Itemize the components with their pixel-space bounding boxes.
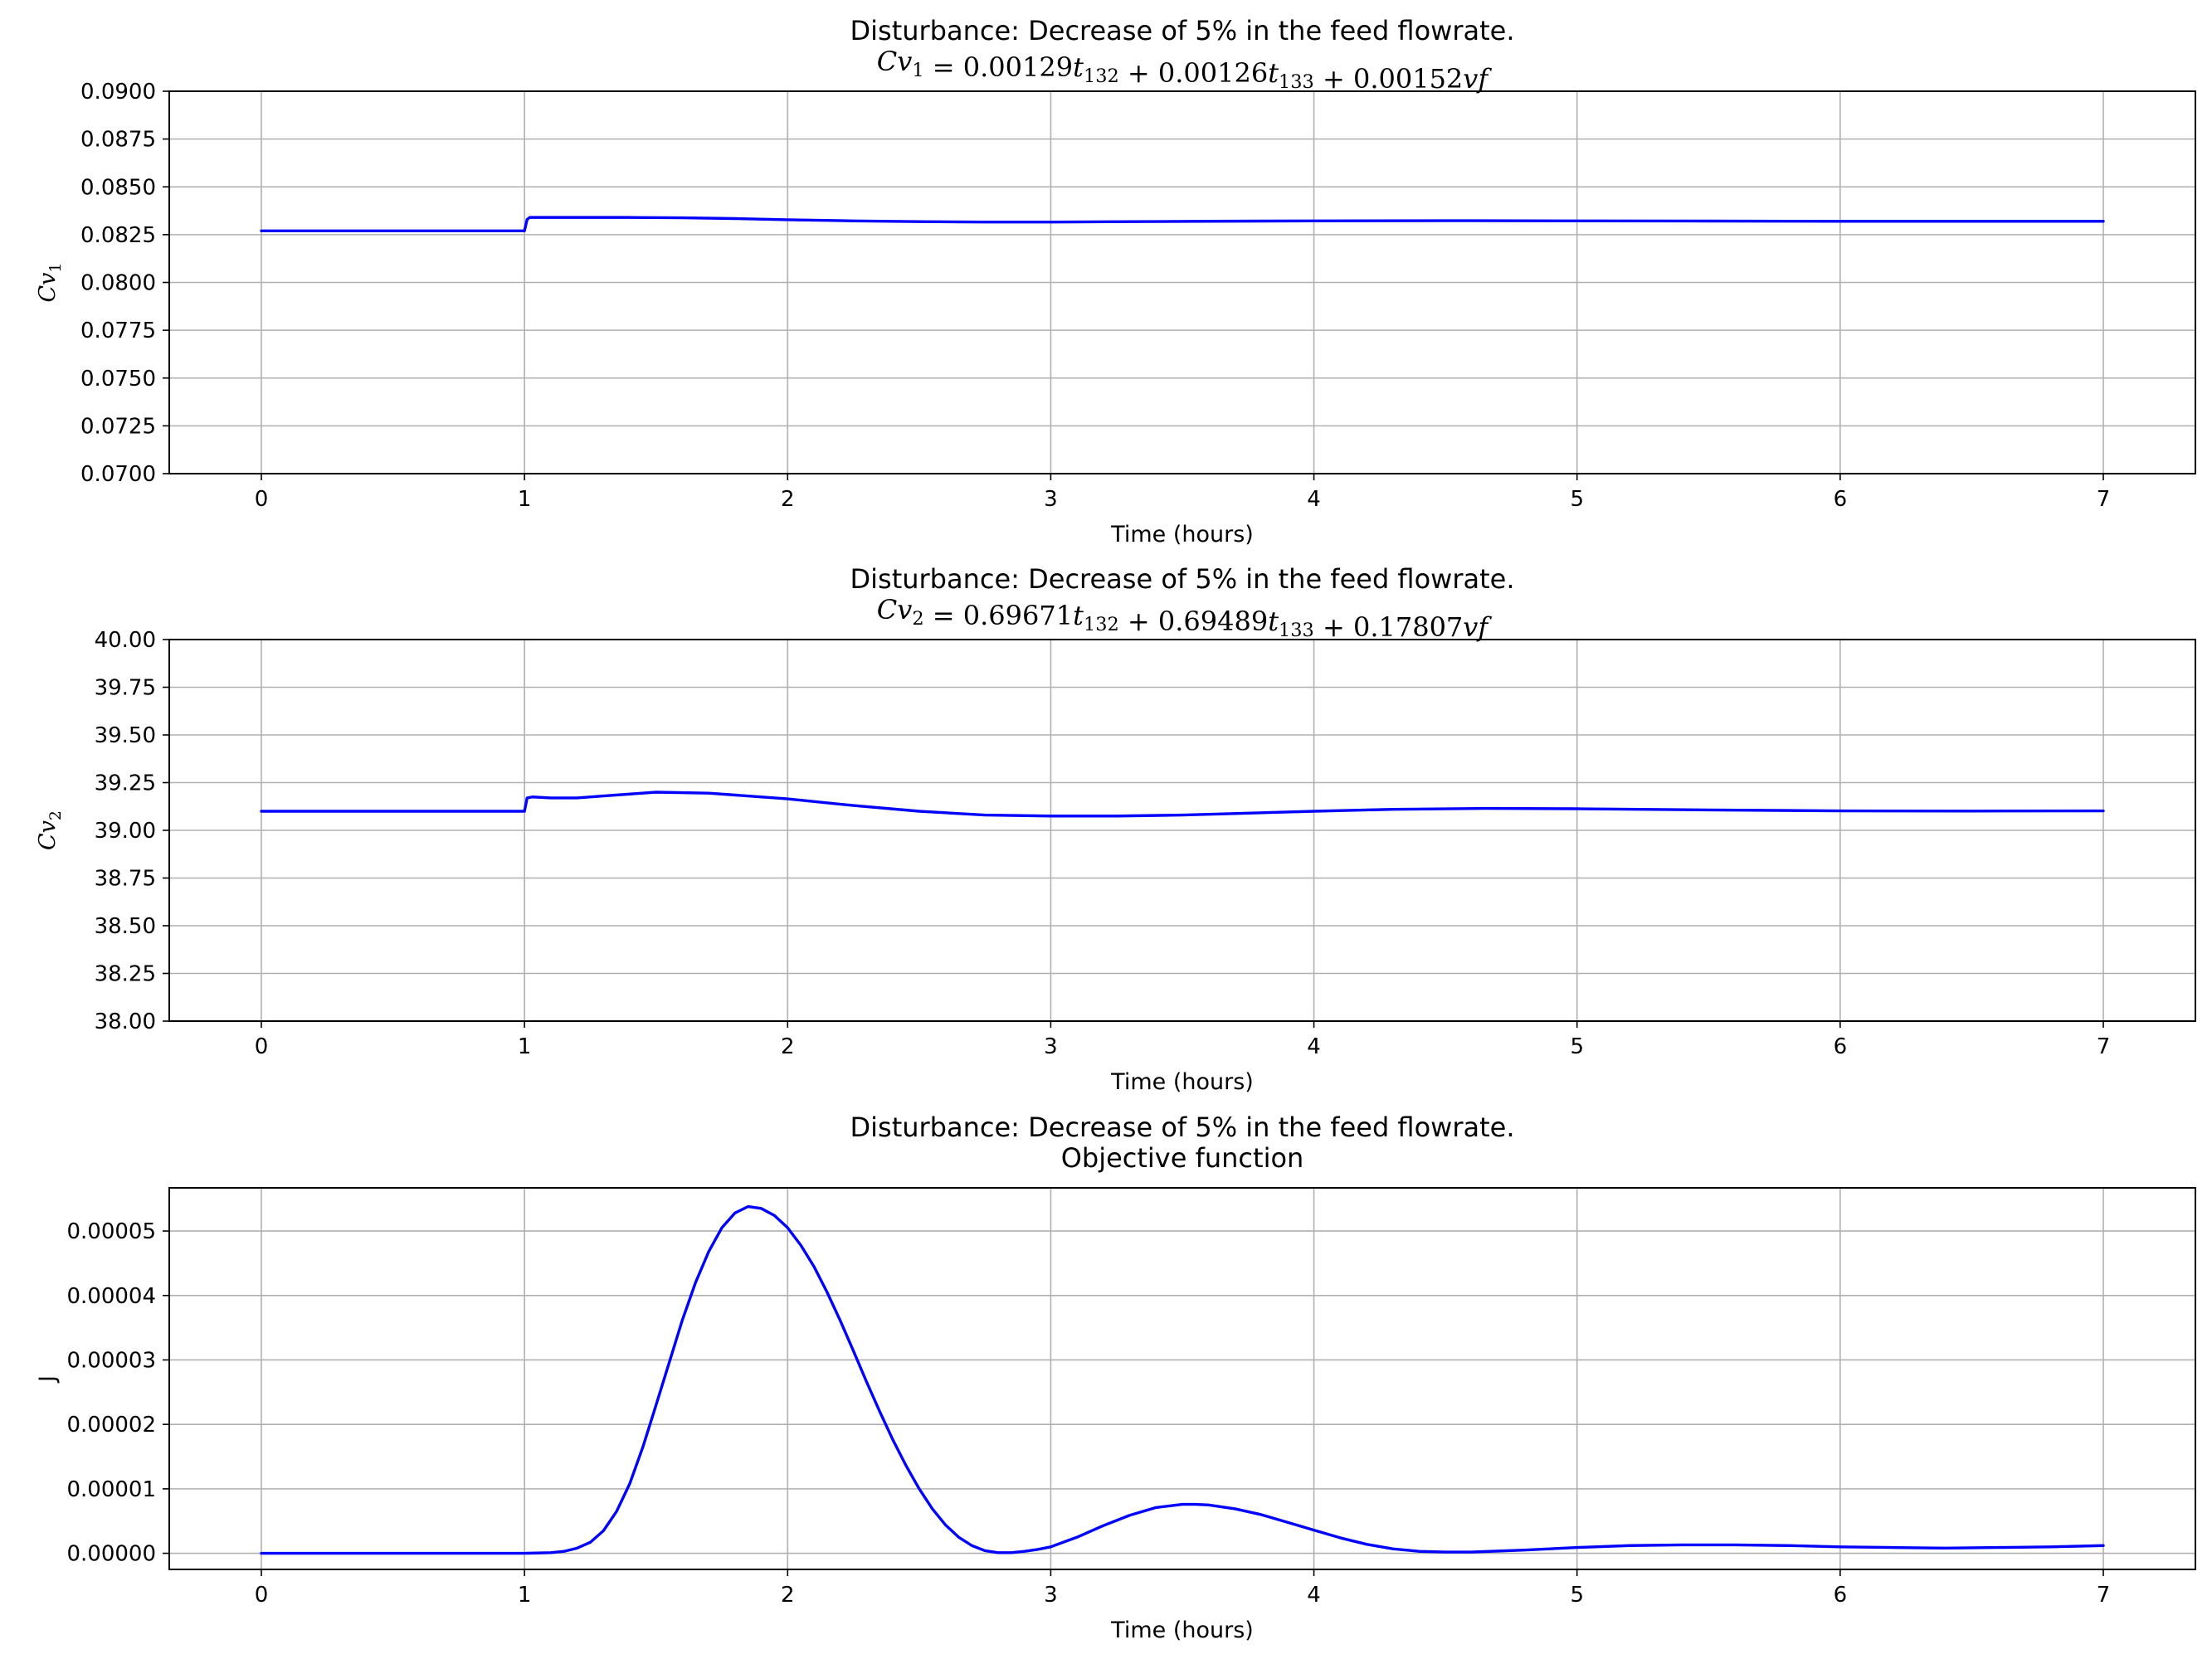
y-tick-label: 0.00005	[66, 1219, 156, 1244]
chart-subtitle: Objective function	[1061, 1142, 1304, 1174]
plot-frame	[168, 1187, 2196, 1570]
chart-title: Disturbance: Decrease of 5% in the feed …	[850, 1112, 1514, 1143]
y-tick-label: 0.0850	[80, 175, 156, 200]
x-tick-label: 5	[1570, 1583, 1584, 1608]
x-tick-label: 0	[255, 487, 269, 512]
x-tick-label: 1	[518, 487, 532, 512]
x-tick-label: 3	[1044, 1034, 1058, 1059]
y-tick-label: 0.0725	[80, 414, 156, 439]
x-tick-label: 1	[518, 1583, 532, 1608]
x-tick-label: 7	[2097, 1034, 2111, 1059]
x-tick-label: 5	[1570, 1034, 1584, 1059]
x-tick-label: 7	[2097, 1583, 2111, 1608]
y-tick-label: 0.0750	[80, 367, 156, 392]
series-line	[260, 1204, 2105, 1555]
y-tick-label: 39.50	[95, 723, 156, 748]
y-axis-label: J	[35, 1375, 61, 1384]
y-tick-label: 38.75	[95, 867, 156, 892]
series-line	[260, 216, 2105, 232]
chart-subtitle: Cv2 = 0.69671t132 + 0.69489t133 + 0.1780…	[877, 594, 1493, 643]
x-tick-label: 3	[1044, 1583, 1058, 1608]
x-tick-label: 4	[1307, 487, 1321, 512]
y-tick-label: 0.0875	[80, 128, 156, 153]
y-tick-label: 0.0800	[80, 271, 156, 296]
x-tick-label: 5	[1570, 487, 1584, 512]
x-tick-label: 0	[255, 1583, 269, 1608]
x-axis-label: Time (hours)	[1110, 1069, 1254, 1095]
y-axis-label: Cv1	[35, 263, 65, 303]
x-tick-label: 4	[1307, 1583, 1321, 1608]
y-tick-label: 0.0825	[80, 223, 156, 248]
x-tick-label: 6	[1834, 1583, 1848, 1608]
chart-subtitle: Cv1 = 0.00129t132 + 0.00126t133 + 0.0015…	[877, 46, 1493, 95]
y-tick-label: 38.25	[95, 962, 156, 987]
y-tick-label: 0.00003	[66, 1348, 156, 1373]
y-tick-label: 39.00	[95, 819, 156, 844]
x-tick-label: 2	[781, 1583, 795, 1608]
series-line	[260, 791, 2105, 818]
x-axis-label: Time (hours)	[1110, 1618, 1254, 1643]
y-tick-label: 0.00001	[66, 1477, 156, 1502]
y-axis-label: Cv2	[35, 810, 65, 850]
x-tick-label: 3	[1044, 487, 1058, 512]
x-tick-label: 7	[2097, 487, 2111, 512]
y-tick-label: 38.00	[95, 1010, 156, 1034]
x-axis-label: Time (hours)	[1110, 522, 1254, 547]
x-tick-label: 2	[781, 487, 795, 512]
chart-panel-1: 0 1 2 3 4 5 6 7 0.0700 0.0725 0.0750 0.0775 0.0800 0.…	[35, 15, 2196, 547]
y-tick-label: 0.0700	[80, 462, 156, 487]
y-tick-label: 0.00002	[66, 1413, 156, 1438]
y-tick-label: 0.0900	[80, 80, 156, 105]
x-tick-label: 6	[1834, 487, 1848, 512]
y-tick-label: 39.25	[95, 771, 156, 796]
x-tick-label: 0	[255, 1034, 269, 1059]
y-tick-label: 0.00004	[66, 1284, 156, 1309]
chart-title: Disturbance: Decrease of 5% in the feed …	[850, 15, 1514, 46]
x-tick-label: 2	[781, 1034, 795, 1059]
chart-panel-2: 0 1 2 3 4 5 6 7 38.00 38.25 38.50 38.75 39.00 39.25 39…	[35, 563, 2196, 1095]
y-tick-label: 40.00	[95, 628, 156, 653]
chart-title: Disturbance: Decrease of 5% in the feed …	[850, 563, 1514, 595]
y-tick-label: 0.00000	[66, 1542, 156, 1567]
y-tick-label: 0.0775	[80, 319, 156, 343]
x-tick-label: 4	[1307, 1034, 1321, 1059]
chart-panel-3: 0 1 2 3 4 5 6 7 0.00000 0.00001 0.00002 0.00003 0.00…	[35, 1112, 2196, 1643]
x-tick-label: 6	[1834, 1034, 1848, 1059]
x-tick-label: 1	[518, 1034, 532, 1059]
y-tick-label: 39.75	[95, 676, 156, 701]
y-tick-label: 38.50	[95, 914, 156, 939]
